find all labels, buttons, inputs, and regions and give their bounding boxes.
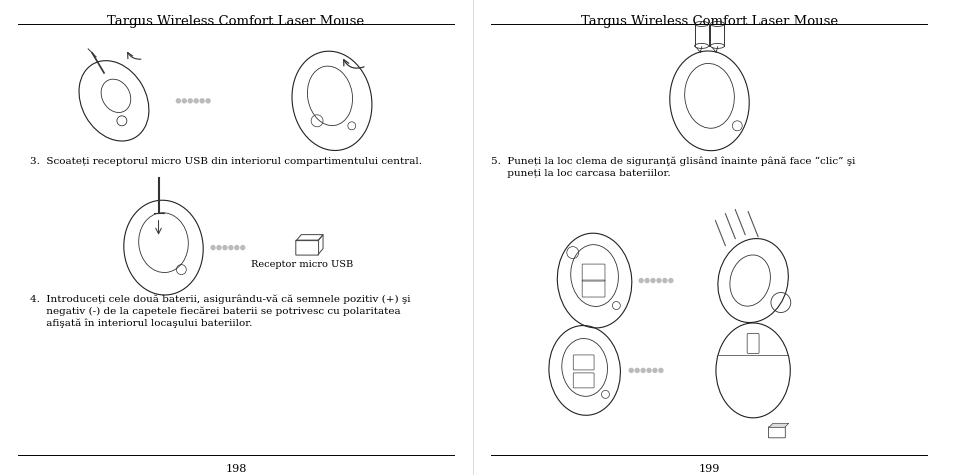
Circle shape bbox=[176, 99, 180, 104]
Circle shape bbox=[211, 246, 214, 250]
Circle shape bbox=[646, 368, 650, 373]
Polygon shape bbox=[768, 424, 788, 427]
Text: negativ (-) de la capetele fiecărei baterii se potrivesc cu polaritatea: negativ (-) de la capetele fiecărei bate… bbox=[30, 306, 400, 315]
Text: puneți la loc carcasa bateriilor.: puneți la loc carcasa bateriilor. bbox=[490, 169, 669, 178]
Circle shape bbox=[240, 246, 245, 250]
Circle shape bbox=[194, 99, 198, 104]
Circle shape bbox=[182, 99, 186, 104]
Circle shape bbox=[229, 246, 233, 250]
Circle shape bbox=[653, 368, 657, 373]
Text: 4.  Introduceți cele două baterii, asigurându-vă că semnele pozitiv (+) şi: 4. Introduceți cele două baterii, asigur… bbox=[30, 294, 410, 303]
Text: Targus Wireless Comfort Laser Mouse: Targus Wireless Comfort Laser Mouse bbox=[107, 15, 364, 28]
Circle shape bbox=[635, 368, 639, 373]
Circle shape bbox=[629, 368, 633, 373]
Text: Receptor micro USB: Receptor micro USB bbox=[251, 259, 353, 268]
Circle shape bbox=[200, 99, 204, 104]
Circle shape bbox=[640, 368, 644, 373]
Text: afişată în interiorul locaşului bateriilor.: afişată în interiorul locaşului bateriil… bbox=[30, 318, 252, 327]
Circle shape bbox=[668, 279, 672, 283]
Circle shape bbox=[657, 279, 660, 283]
Circle shape bbox=[659, 368, 662, 373]
Circle shape bbox=[223, 246, 227, 250]
Text: 198: 198 bbox=[225, 463, 246, 473]
Circle shape bbox=[234, 246, 238, 250]
Text: 3.  Scoateți receptorul micro USB din interiorul compartimentului central.: 3. Scoateți receptorul micro USB din int… bbox=[30, 157, 421, 165]
Circle shape bbox=[188, 99, 193, 104]
Text: 199: 199 bbox=[699, 463, 720, 473]
Circle shape bbox=[216, 246, 221, 250]
Text: 5.  Puneți la loc clema de siguranţă glisând înainte până face “clic” şi: 5. Puneți la loc clema de siguranţă glis… bbox=[490, 157, 854, 166]
Text: Targus Wireless Comfort Laser Mouse: Targus Wireless Comfort Laser Mouse bbox=[580, 15, 837, 28]
Circle shape bbox=[644, 279, 648, 283]
Circle shape bbox=[662, 279, 666, 283]
Circle shape bbox=[650, 279, 655, 283]
Circle shape bbox=[206, 99, 210, 104]
Circle shape bbox=[639, 279, 642, 283]
